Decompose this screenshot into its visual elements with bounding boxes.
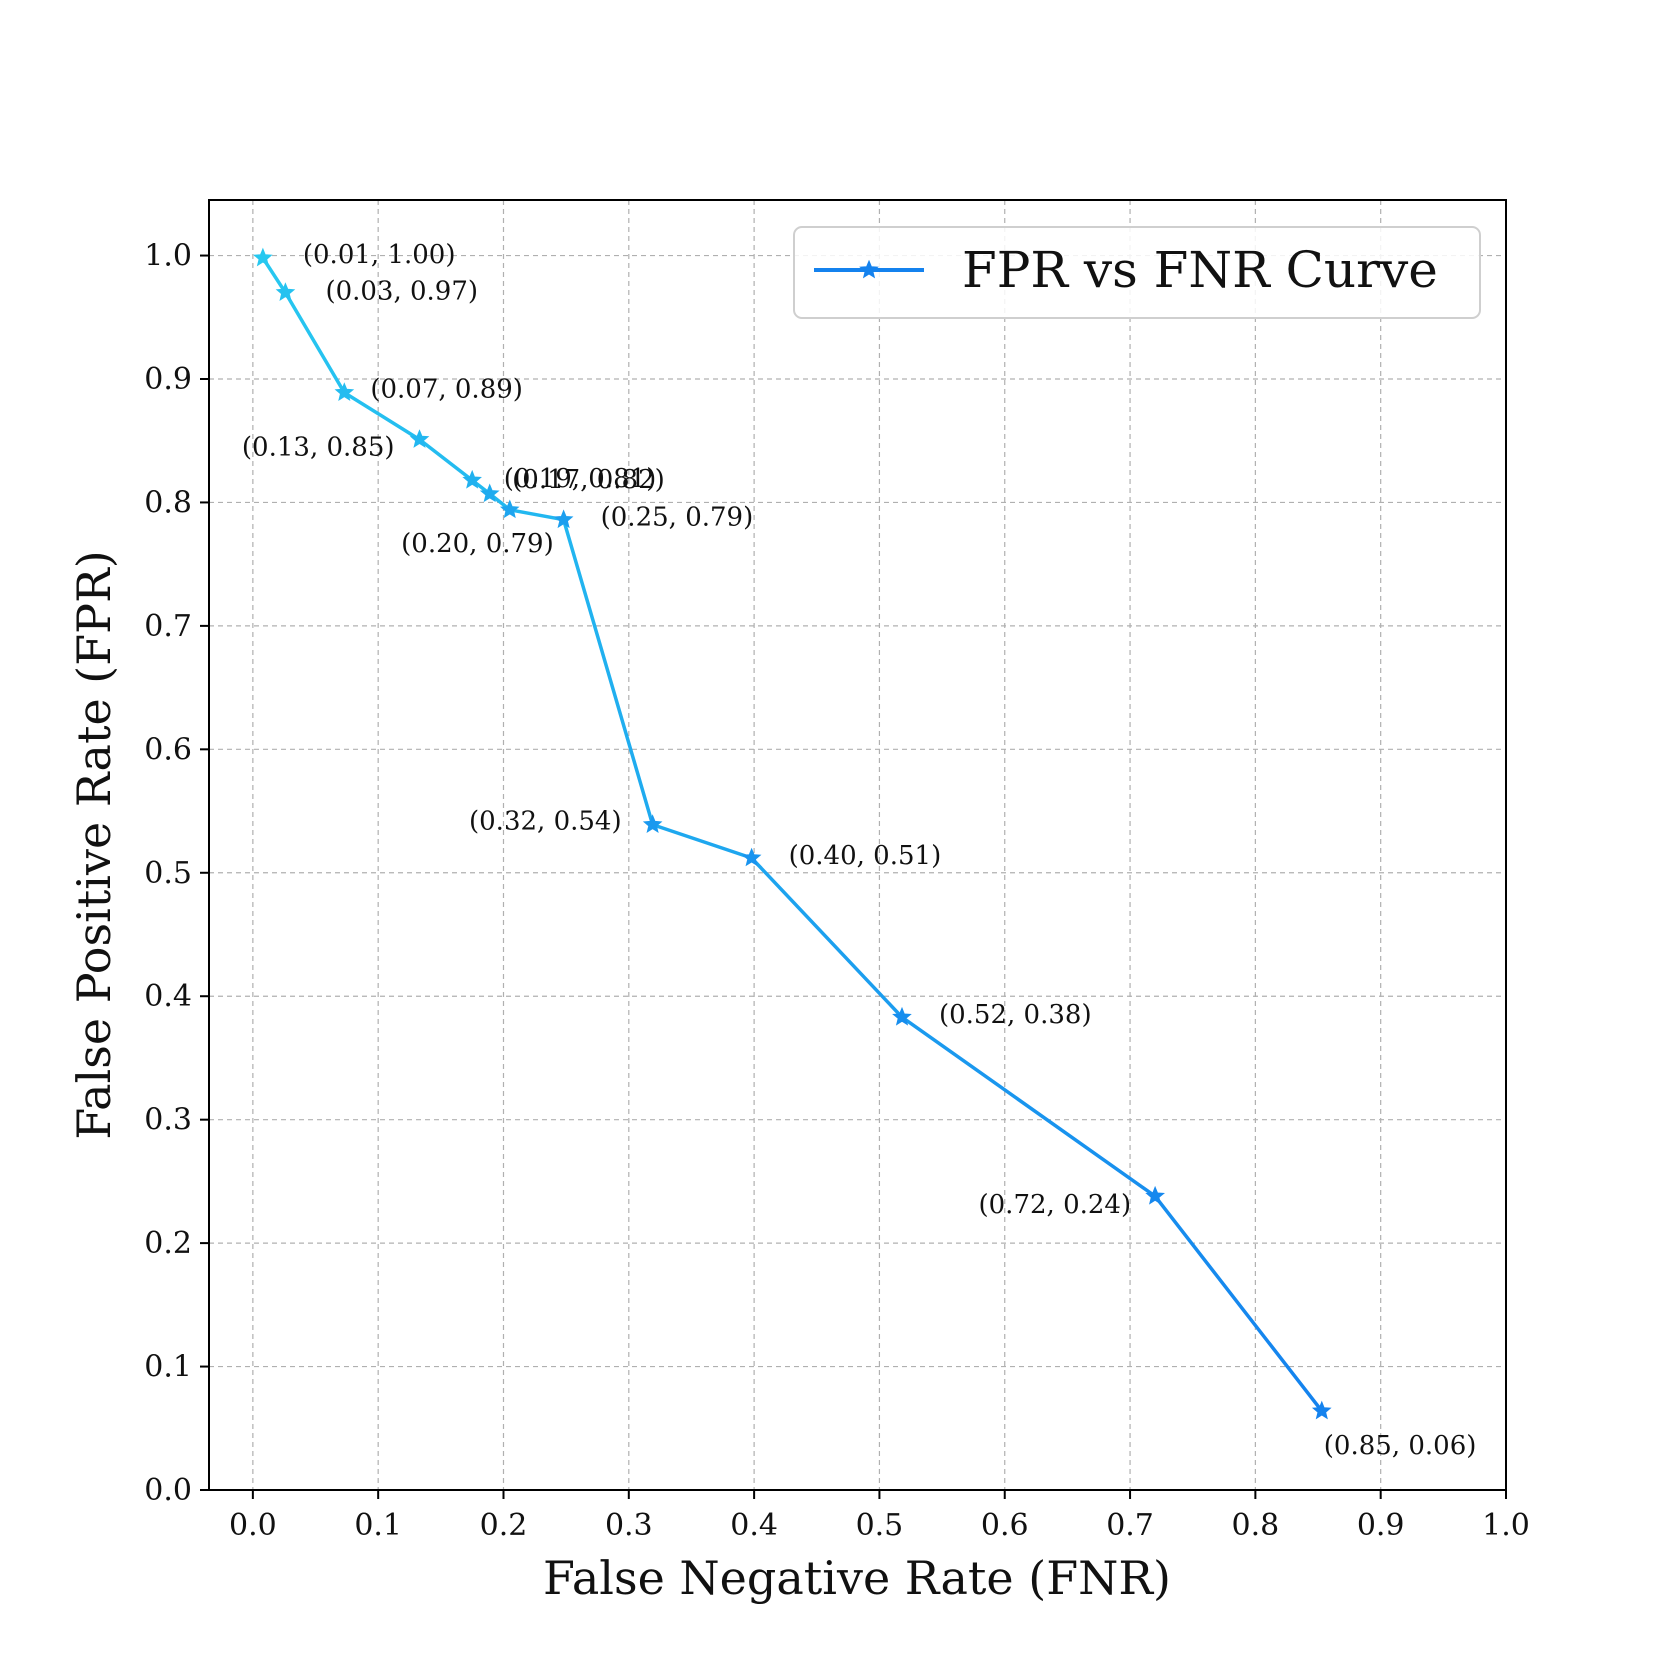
y-tick-label: 0.8 [144,485,192,520]
y-axis-title: False Positive Rate (FPR) [67,550,121,1139]
y-tick-label: 0.4 [144,979,192,1014]
y-tick-label: 1.0 [144,239,192,274]
point-annotation: (0.40, 0.51) [789,841,942,871]
data-point-star [642,814,663,833]
y-tick-label: 0.9 [144,362,192,397]
data-point-star [741,847,762,867]
point-annotation: (0.25, 0.79) [601,503,754,533]
x-tick-label: 1.0 [1482,1508,1530,1543]
point-annotation: (0.72, 0.24) [979,1190,1132,1220]
data-point-star [462,469,482,489]
data-point-star [334,382,355,401]
x-tick-label: 0.7 [1106,1508,1154,1543]
y-tick-label: 0.7 [144,609,192,644]
y-tick-label: 0.3 [144,1103,192,1138]
point-annotation: (0.52, 0.38) [939,1000,1092,1030]
x-tick-label: 0.6 [981,1508,1029,1543]
data-point-star [253,247,273,267]
x-tick-label: 0.1 [354,1508,402,1543]
point-annotation: (0.17, 0.82) [512,465,665,495]
point-annotation: (0.85, 0.06) [1324,1431,1477,1461]
series-layer [253,247,1332,1420]
y-tick-label: 0.5 [144,856,192,891]
point-annotation: (0.32, 0.54) [469,807,622,837]
legend-star-marker [859,259,879,279]
point-annotation: (0.07, 0.89) [370,375,523,405]
point-annotation: (0.13, 0.85) [242,432,395,462]
y-tick-label: 0.6 [144,732,192,767]
grid [209,200,1507,1491]
y-tick-label: 0.1 [144,1350,192,1385]
series-line [261,257,1324,1413]
data-point-star [553,509,574,529]
data-point-star [479,483,500,503]
x-tick-label: 0.2 [480,1508,528,1543]
y-tick-label: 0.0 [144,1473,192,1508]
point-annotation: (0.20, 0.79) [401,529,554,559]
x-tick-label: 0.4 [730,1508,778,1543]
legend-label: FPR vs FNR Curve [962,241,1438,299]
x-tick-label: 0.5 [856,1508,904,1543]
point-annotation: (0.03, 0.97) [325,277,478,307]
point-annotation: (0.19, 0.81) [504,464,657,494]
x-tick-label: 0.3 [605,1508,653,1543]
data-point-star [892,1006,912,1026]
data-point-star [1145,1185,1165,1205]
x-tick-label: 0.0 [229,1508,277,1543]
plot-frame [208,199,1507,1491]
annotation-layer: (0.01, 1.00) (0.03, 0.97) (0.07, 0.89) (0.1… [242,240,1476,1461]
axes-ticks: 0.0 0.1 0.2 0.3 0.4 0.5 0.6 0.7 0.8 0.9 1.0 0.0 0.1 0… [144,239,1530,1543]
x-axis-title: False Negative Rate (FNR) [543,1551,1171,1605]
data-point-star [499,499,520,519]
data-point-star [1311,1400,1332,1420]
legend-box [793,226,1481,319]
data-point-star [275,282,296,301]
data-point-star [409,429,430,448]
point-annotation: (0.01, 1.00) [303,240,456,270]
x-tick-label: 0.9 [1357,1508,1405,1543]
y-tick-label: 0.2 [144,1226,192,1261]
legend: FPR vs FNR Curve [793,226,1481,319]
x-tick-label: 0.8 [1232,1508,1280,1543]
